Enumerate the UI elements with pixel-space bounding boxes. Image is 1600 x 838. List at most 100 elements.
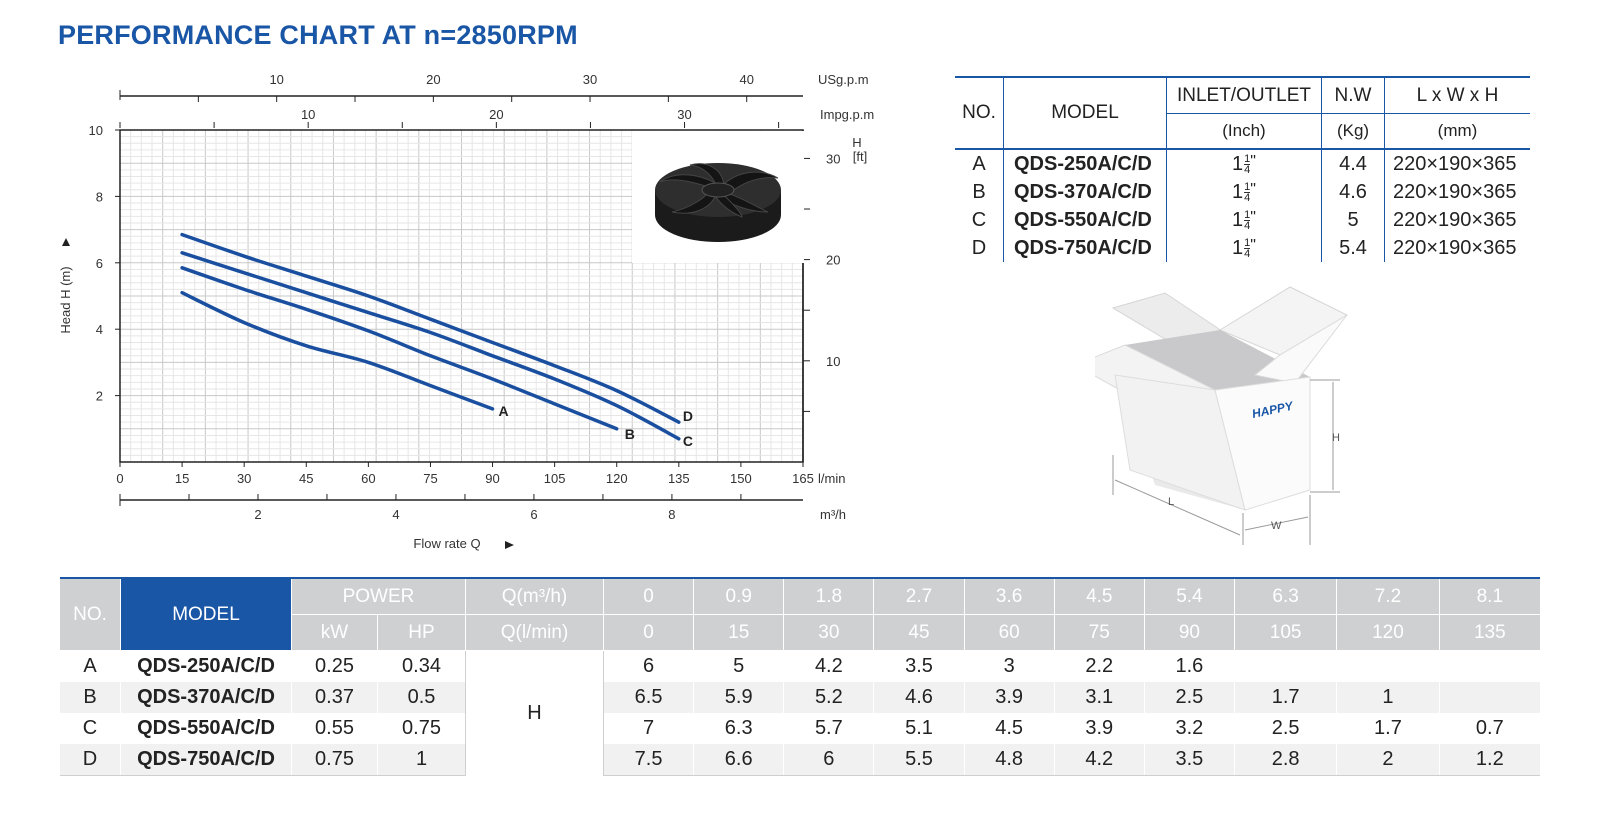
spec-no: A xyxy=(972,152,986,175)
ft-tick-label: 10 xyxy=(826,354,840,369)
data-h-value: 7.5 xyxy=(602,744,694,776)
flow-axis-label: Flow rate Q xyxy=(413,536,480,551)
data-kw: 0.37 xyxy=(291,682,378,713)
spec-inlet-num: 1 xyxy=(1244,236,1251,249)
data-h-value: 2 xyxy=(1336,744,1440,776)
spec-model: QDS-550A/C/D xyxy=(1003,206,1167,234)
curve-b xyxy=(180,266,619,431)
data-q-m3h-3: 2.7 xyxy=(873,577,965,615)
data-q-lmin-2: 30 xyxy=(783,614,874,651)
x-axis-unit: l/min xyxy=(818,471,845,486)
impg-tick-label: 20 xyxy=(489,107,503,122)
spec-model: QDS-750A/C/D xyxy=(1003,234,1167,262)
usg-axis-unit: USg.p.m xyxy=(818,72,869,87)
data-kw: 0.25 xyxy=(291,650,378,682)
spec-size: 220×190×365 xyxy=(1384,178,1530,206)
data-q-m3h-6: 5.4 xyxy=(1143,577,1235,615)
curve-c xyxy=(180,251,681,441)
spec-no: B xyxy=(972,180,986,203)
data-header-no: NO. xyxy=(60,577,121,651)
x-tick-label: 135 xyxy=(668,471,690,486)
data-hp: 0.34 xyxy=(377,650,466,682)
spec-model: QDS-370A/C/D xyxy=(1003,178,1167,206)
curve-label-b: B xyxy=(625,426,635,442)
data-model: QDS-250A/C/D xyxy=(120,650,292,682)
usg-tick-label: 10 xyxy=(269,72,283,87)
spec-table: NO. MODEL INLET/OUTLET N.W L x W x H (In… xyxy=(955,76,1530,262)
spec-inlet-inch: " xyxy=(1250,180,1256,198)
impg-tick-label: 10 xyxy=(301,107,315,122)
data-h-value: 3.9 xyxy=(963,682,1055,713)
m3h-tick-label: 6 xyxy=(530,507,537,522)
x-tick-label: 105 xyxy=(544,471,566,486)
x-tick-label: 120 xyxy=(606,471,628,486)
data-q-m3h-4: 3.6 xyxy=(963,577,1055,615)
data-hp: 0.5 xyxy=(377,682,466,713)
data-q-lmin-1: 15 xyxy=(693,614,784,651)
spec-row: B QDS-370A/C/D 1 1 4 " 4.6 220×190×365 xyxy=(955,178,1530,206)
spec-row: C QDS-550A/C/D 1 1 4 " 5 220×190×365 xyxy=(955,206,1530,234)
ft-tick-label: 30 xyxy=(826,151,840,166)
data-q-m3h-2: 1.8 xyxy=(783,577,874,615)
spec-unit-inlet: (Inch) xyxy=(1166,113,1322,150)
spec-inlet-den: 4 xyxy=(1244,163,1251,176)
data-kw: 0.75 xyxy=(291,744,378,776)
data-h-value: 5 xyxy=(693,650,784,682)
spec-inlet-inch: " xyxy=(1250,208,1256,226)
data-q-lmin-5: 75 xyxy=(1053,614,1145,651)
x-tick-label: 60 xyxy=(361,471,375,486)
impg-tick-label: 30 xyxy=(677,107,691,122)
data-q-m3h-7: 6.3 xyxy=(1233,577,1337,615)
data-q-m3h-5: 4.5 xyxy=(1053,577,1145,615)
data-h-value: 4.8 xyxy=(963,744,1055,776)
data-h-value: 7 xyxy=(602,713,694,744)
data-h-value: 3.9 xyxy=(1053,713,1145,744)
data-h-value: 2.5 xyxy=(1233,713,1337,744)
data-h-value: 6.3 xyxy=(693,713,784,744)
data-h-value: 6.6 xyxy=(693,744,784,776)
m3h-tick-label: 4 xyxy=(392,507,399,522)
spec-nw: 5.4 xyxy=(1321,234,1385,262)
data-h-value: 3.1 xyxy=(1053,682,1145,713)
data-model: QDS-370A/C/D xyxy=(120,682,292,713)
spec-header-nw: N.W xyxy=(1321,76,1385,114)
data-h-value: 6.5 xyxy=(602,682,694,713)
curve-label-d: D xyxy=(683,408,693,424)
spec-inlet-whole: 1 xyxy=(1232,180,1244,203)
spec-inlet: 1 1 4 " xyxy=(1166,149,1322,178)
data-h-value: 4.2 xyxy=(1053,744,1145,776)
spec-nw: 5 xyxy=(1321,206,1385,234)
data-h-value xyxy=(1438,650,1540,682)
m3h-tick-label: 8 xyxy=(668,507,675,522)
spec-inlet-inch: " xyxy=(1250,152,1256,170)
spec-header-model: MODEL xyxy=(1003,76,1167,150)
ft-tick-label: 20 xyxy=(826,253,840,268)
data-no: A xyxy=(60,650,121,682)
ft-axis-label-h: H xyxy=(852,135,861,150)
m3h-tick-label: 2 xyxy=(254,507,261,522)
box-dim-w: W xyxy=(1271,520,1282,532)
spec-no: C xyxy=(971,208,987,231)
curve-a xyxy=(180,290,495,411)
spec-no: D xyxy=(971,236,987,259)
data-h-value: 4.6 xyxy=(873,682,965,713)
y-axis-arrow-icon xyxy=(62,238,70,246)
performance-data-table: NO. MODEL POWER Q(m³/h) 0 0.9 1.8 2.7 3.… xyxy=(60,577,1540,776)
data-h-label: H xyxy=(465,650,604,776)
spec-inlet: 1 1 4 " xyxy=(1166,178,1322,206)
spec-inlet-inch: " xyxy=(1250,236,1256,254)
data-q-m3h-9: 8.1 xyxy=(1438,577,1540,615)
spec-inlet-den: 4 xyxy=(1244,191,1251,204)
performance-chart: 2 4 6 8 10 Head H (m) 10 20 30 H[ft] 0 15 30 45 60 75 90… xyxy=(58,72,874,551)
x-tick-label: 15 xyxy=(175,471,189,486)
data-h-value: 3.5 xyxy=(1143,744,1235,776)
data-row: C QDS-550A/C/D 0.55 0.75 7 6.3 5.7 5.1 4.5 3.9 3.2… xyxy=(60,713,1540,744)
data-h-value: 5.5 xyxy=(873,744,965,776)
data-q-lmin-0: 0 xyxy=(602,614,694,651)
box-dim-l: L xyxy=(1168,496,1174,508)
y-tick-label: 2 xyxy=(96,389,103,404)
spec-inlet: 1 1 4 " xyxy=(1166,206,1322,234)
data-h-value: 2.8 xyxy=(1233,744,1337,776)
data-h-value: 6 xyxy=(602,650,694,682)
